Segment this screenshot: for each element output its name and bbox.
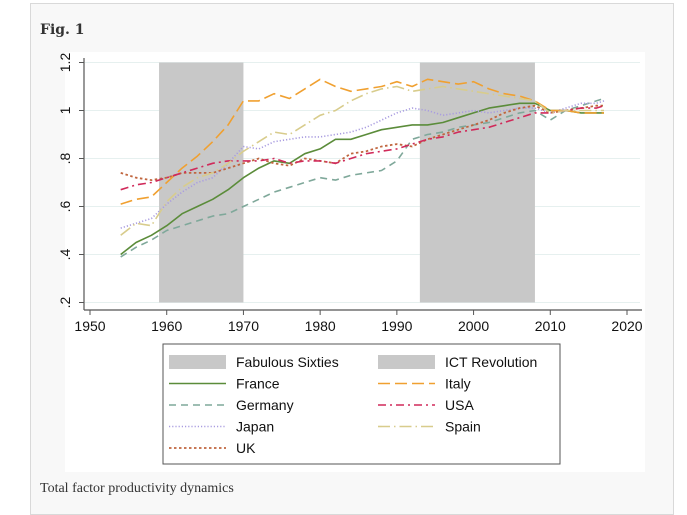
shaded-period-fabulous-sixties — [159, 62, 244, 303]
legend-label-germany: Germany — [236, 397, 294, 413]
x-tick-label: 2010 — [535, 318, 566, 334]
legend-label-fabulous-sixties: Fabulous Sixties — [236, 354, 339, 370]
shaded-period-ict-revolution — [419, 62, 535, 303]
series-line-usa — [120, 104, 605, 191]
y-tick-label: .2 — [57, 296, 73, 308]
legend-box — [162, 343, 561, 465]
figure-label: Fig. 1 — [40, 22, 85, 38]
tfp-line-chart: .2 .4 .6 .8 1 1.2 1950 1960 1970 1980 1990 2000 201… — [57, 52, 643, 465]
legend-label-uk: UK — [236, 440, 256, 456]
y-ticks: .2 .4 .6 .8 1 1.2 — [57, 53, 84, 308]
x-tick-label: 1970 — [228, 318, 259, 334]
legend-label-spain: Spain — [445, 419, 481, 435]
y-tick-label: .6 — [57, 200, 73, 212]
legend-swatch-ict-revolution — [378, 355, 435, 369]
legend: Fabulous Sixties ICT Revolution France Ital… — [162, 343, 561, 465]
legend-label-japan: Japan — [236, 419, 274, 435]
series-lines — [120, 78, 605, 258]
axes — [83, 58, 642, 311]
legend-swatch-fabulous-sixties — [169, 355, 226, 369]
y-tick-label: .4 — [57, 248, 73, 260]
x-tick-label: 1990 — [381, 318, 412, 334]
legend-label-italy: Italy — [445, 376, 471, 392]
y-tick-label: 1 — [57, 106, 73, 114]
series-line-japan — [120, 100, 605, 229]
figure-caption: Total factor productivity dynamics — [40, 481, 234, 496]
y-tick-label: .8 — [57, 152, 73, 164]
x-ticks: 1950 1960 1970 1980 1990 2000 2010 2020 — [74, 310, 643, 334]
x-tick-label: 2020 — [611, 318, 642, 334]
legend-label-usa: USA — [445, 397, 474, 413]
legend-label-ict-revolution: ICT Revolution — [445, 354, 537, 370]
legend-label-france: France — [236, 376, 280, 392]
series-line-germany — [120, 97, 605, 258]
series-line-france — [120, 102, 604, 256]
series-line-spain — [120, 85, 604, 236]
x-tick-label: 1950 — [74, 318, 105, 334]
x-tick-label: 2000 — [458, 318, 489, 334]
x-tick-label: 1980 — [305, 318, 336, 334]
series-line-uk — [120, 104, 604, 181]
shaded-periods — [159, 62, 535, 303]
x-tick-label: 1960 — [151, 318, 182, 334]
y-tick-label: 1.2 — [57, 53, 73, 73]
